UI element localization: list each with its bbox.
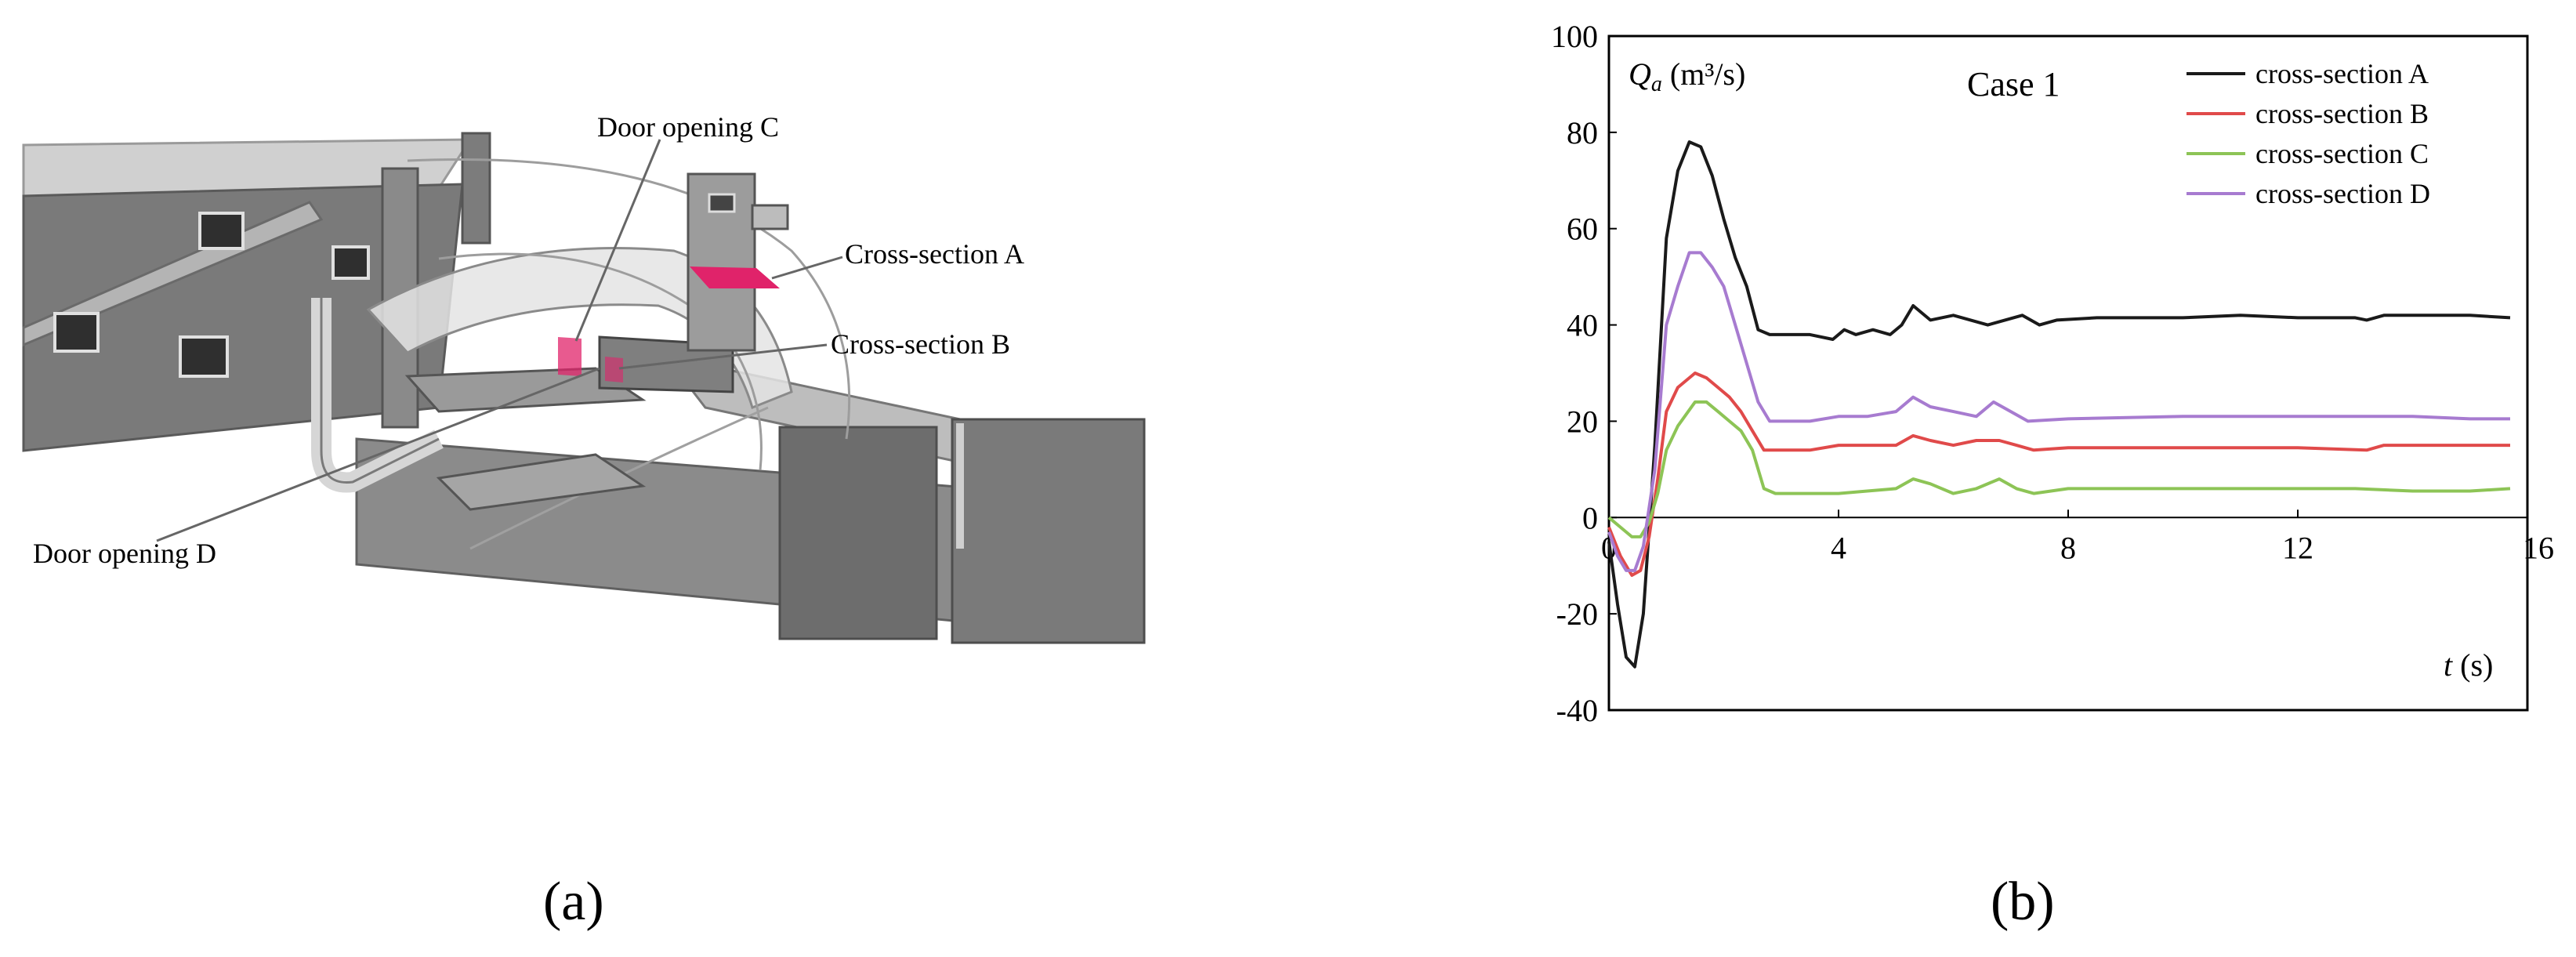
x-axis-label: t (s) xyxy=(2444,647,2493,683)
model-window xyxy=(179,335,229,378)
legend-label: cross-section A xyxy=(2255,58,2429,89)
x-tick-label: 4 xyxy=(1831,530,1846,565)
cross-section-b-highlight xyxy=(558,337,582,376)
legend-label: cross-section B xyxy=(2255,98,2429,129)
y-tick-label: 60 xyxy=(1567,212,1598,247)
series-line xyxy=(1607,372,2510,577)
model-block xyxy=(951,418,1146,644)
model-tower-vent xyxy=(751,204,789,230)
y-axis-label-var: Q xyxy=(1629,56,1651,92)
model-shaft xyxy=(461,132,491,245)
y-tick-label: -20 xyxy=(1556,596,1598,632)
y-tick-label: -40 xyxy=(1556,693,1598,728)
model-platform xyxy=(436,453,647,511)
panel-a-model: Door opening C Cross-section A Cross-sec… xyxy=(22,111,1146,644)
door-opening-c-highlight xyxy=(605,357,623,382)
leader-section-b xyxy=(618,343,828,370)
x-tick-label: 12 xyxy=(2282,530,2313,565)
panel-a-label: (a) xyxy=(543,872,604,932)
model-window xyxy=(332,245,370,280)
model-platform xyxy=(404,367,647,413)
y-tick-label: 20 xyxy=(1567,404,1598,439)
legend-label: cross-section D xyxy=(2255,178,2430,209)
series-line xyxy=(1607,251,2510,572)
x-tick-label: 16 xyxy=(2523,530,2554,565)
y-tick-label: 80 xyxy=(1567,115,1598,150)
y-axis-label-unit: (m³/s) xyxy=(1662,56,1745,92)
series-line xyxy=(1607,400,2511,538)
y-axis-label-sub: a xyxy=(1651,72,1662,96)
model-arch-outline xyxy=(407,158,851,440)
x-axis-label-unit: (s) xyxy=(2452,647,2493,683)
leader-door-c xyxy=(574,139,661,342)
plot-frame xyxy=(1607,34,2529,712)
model-tower-vent xyxy=(708,193,736,213)
series-lines xyxy=(1607,140,2511,669)
x-axis-ticks: 0 4 8 12 16 xyxy=(1601,509,2554,565)
model-window xyxy=(53,312,100,353)
model-window xyxy=(198,212,245,250)
model-curved-duct-edge xyxy=(320,298,440,484)
label-cross-section-a: Cross-section A xyxy=(845,238,1024,270)
panel-b-chart: -40 -20 0 20 40 60 80 100 0 4 8 12 16 cross-section… xyxy=(1551,19,2554,728)
label-door-opening-c: Door opening C xyxy=(597,111,779,143)
x-axis-label-var: t xyxy=(2444,647,2453,683)
y-tick-label: 40 xyxy=(1567,308,1598,343)
y-tick-label: 0 xyxy=(1582,500,1598,535)
model-block xyxy=(778,426,938,640)
legend-label: cross-section C xyxy=(2255,138,2429,169)
x-tick-label: 8 xyxy=(2060,530,2076,565)
y-axis-ticks: -40 -20 0 20 40 60 80 100 xyxy=(1551,19,1617,728)
panel-b-label: (b) xyxy=(1991,872,2055,932)
label-cross-section-b: Cross-section B xyxy=(831,328,1010,360)
model-arch xyxy=(366,247,793,410)
legend: cross-section A cross-section B cross-sect… xyxy=(2187,58,2430,209)
cross-section-a-highlight xyxy=(690,266,780,288)
leader-section-a xyxy=(771,256,843,280)
y-axis-label: Qa (m³/s) xyxy=(1629,56,1745,96)
series-line xyxy=(1607,140,2511,669)
y-tick-label: 100 xyxy=(1551,19,1598,54)
leader-door-d xyxy=(156,367,600,542)
chart-title: Case 1 xyxy=(1967,65,2060,103)
label-door-opening-d: Door opening D xyxy=(33,538,216,569)
